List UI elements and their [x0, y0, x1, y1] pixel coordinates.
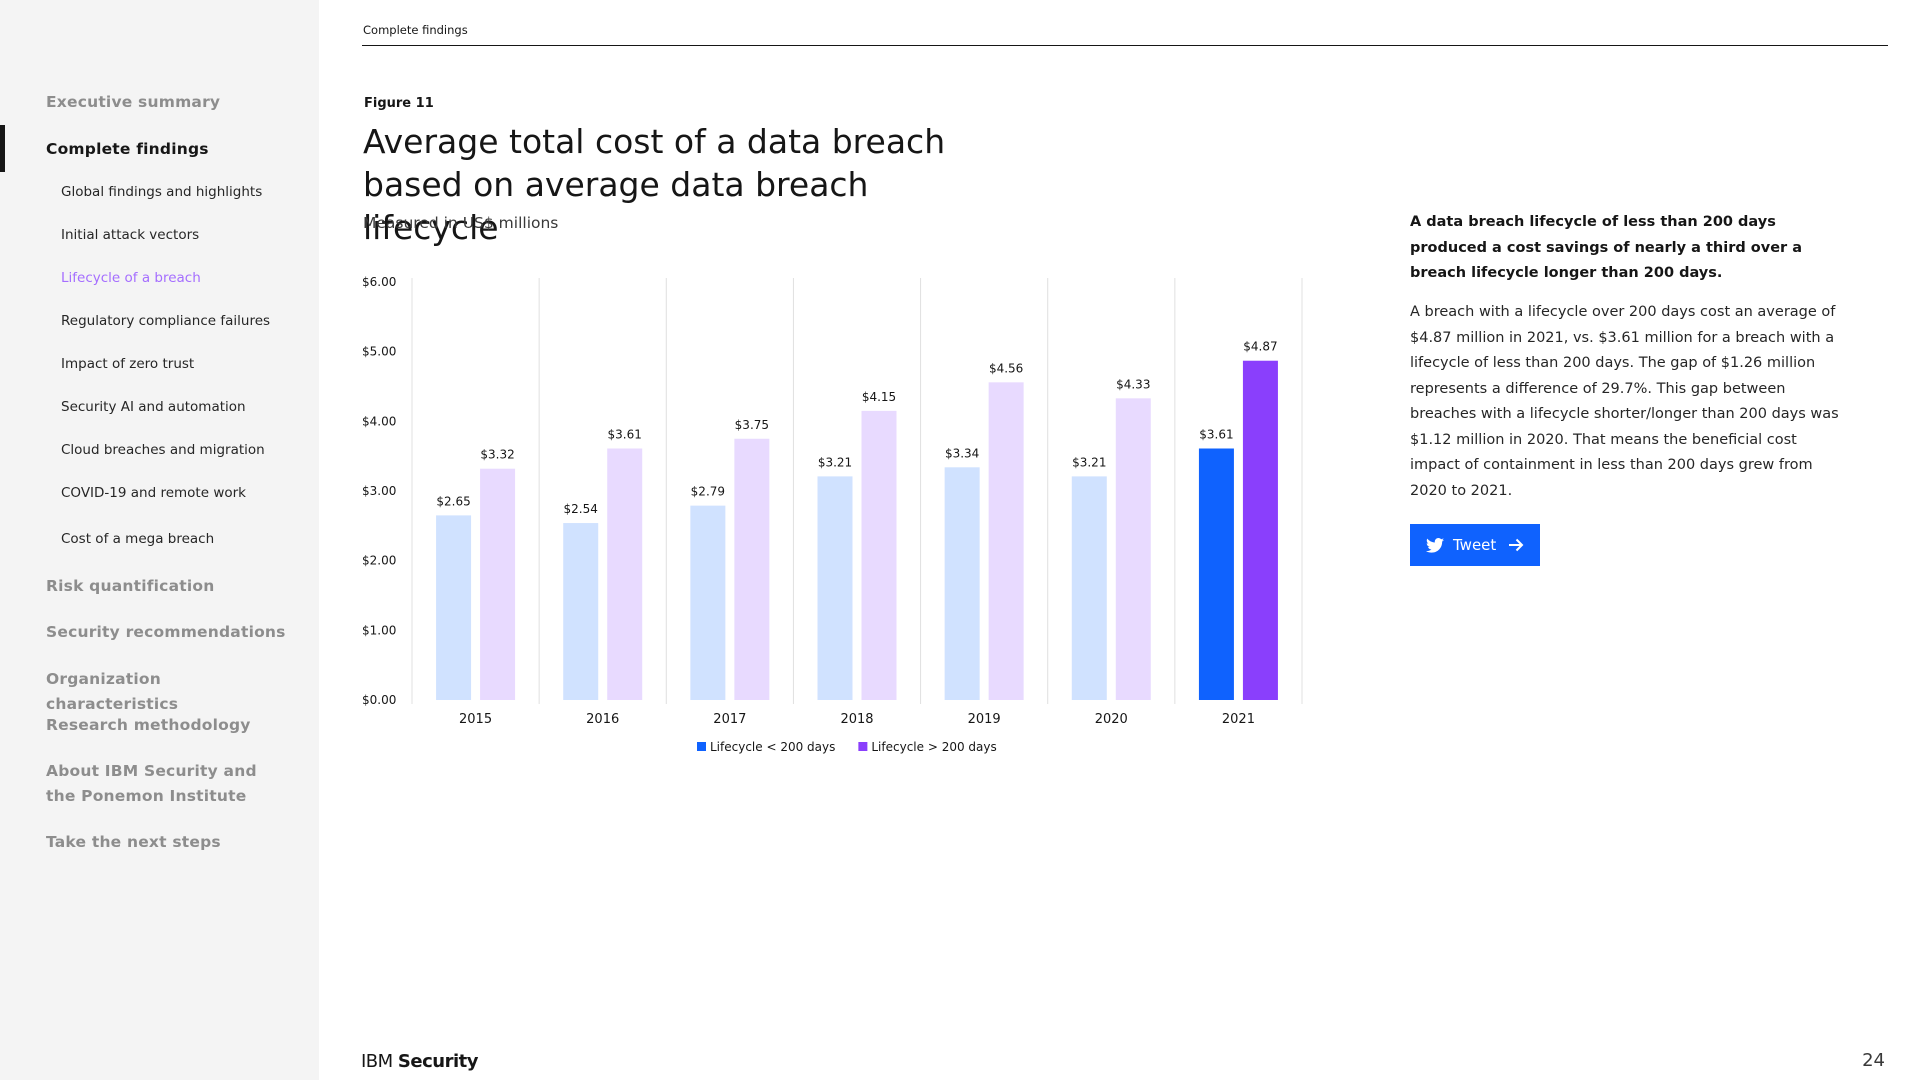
arrow-right-icon — [1509, 538, 1524, 552]
data-label: $3.21 — [818, 455, 852, 469]
bar — [1198, 448, 1234, 700]
y-tick-label: $6.00 — [362, 275, 396, 289]
nav-cloud-breaches[interactable]: Cloud breaches and migration — [61, 442, 265, 458]
y-tick-label: $2.00 — [362, 554, 396, 568]
section-label: Complete findings — [363, 23, 468, 37]
data-label: $3.61 — [1199, 428, 1233, 442]
bar — [436, 515, 472, 700]
nav-take-next-steps[interactable]: Take the next steps — [46, 833, 221, 851]
nav-about-ibm-security[interactable]: About IBM Security and the Ponemon Insti… — [46, 762, 257, 805]
data-label: $2.79 — [691, 485, 725, 499]
x-tick-label: 2020 — [1095, 712, 1128, 727]
x-tick-label: 2019 — [968, 712, 1001, 727]
nav-complete-findings[interactable]: Complete findings — [46, 140, 209, 158]
bar — [944, 467, 980, 700]
data-label: $3.61 — [608, 428, 642, 442]
x-tick-label: 2016 — [586, 712, 619, 727]
y-tick-label: $1.00 — [362, 623, 396, 637]
bar — [690, 505, 726, 700]
bar — [817, 476, 853, 700]
tweet-label: Tweet — [1453, 536, 1497, 554]
data-label: $4.15 — [862, 390, 896, 404]
bar — [480, 468, 516, 700]
figure-label: Figure 11 — [364, 96, 434, 111]
bar — [607, 448, 643, 700]
legend-swatch — [858, 742, 868, 751]
bar — [988, 382, 1024, 700]
bar — [861, 410, 897, 700]
bar — [734, 438, 770, 700]
x-tick-label: 2018 — [840, 712, 873, 727]
page-number: 24 — [1862, 1050, 1885, 1071]
nav-organization-characteristics[interactable]: Organization characteristics — [46, 670, 179, 713]
x-tick-label: 2021 — [1222, 712, 1255, 727]
bar — [1115, 398, 1151, 700]
data-label: $3.21 — [1072, 455, 1106, 469]
logo-brand: Security — [397, 1051, 479, 1072]
data-label: $2.54 — [564, 502, 598, 516]
y-tick-label: $0.00 — [362, 693, 396, 707]
data-label: $3.75 — [735, 418, 769, 432]
nav-global-findings[interactable]: Global findings and highlights — [61, 184, 263, 200]
y-tick-label: $3.00 — [362, 484, 396, 498]
nav-lifecycle-of-a-breach[interactable]: Lifecycle of a breach — [61, 270, 201, 286]
nav-mega-breach[interactable]: Cost of a mega breach — [61, 531, 215, 547]
legend-label: Lifecycle > 200 days — [871, 740, 996, 754]
callout-headline: A data breach lifecycle of less than 200… — [1410, 214, 1803, 281]
data-label: $4.33 — [1116, 377, 1150, 391]
tweet-button[interactable]: Tweet — [1410, 524, 1540, 566]
sidebar: Executive summary Complete findings Glob… — [0, 0, 319, 1080]
data-label: $3.32 — [480, 448, 514, 462]
data-label: $3.34 — [945, 446, 979, 460]
nav-regulatory-compliance[interactable]: Regulatory compliance failures — [61, 313, 271, 329]
x-tick-label: 2017 — [713, 712, 746, 727]
header-divider — [362, 45, 1888, 46]
y-tick-label: $4.00 — [362, 414, 396, 428]
chart-title: Average total cost of a data breach base… — [363, 122, 946, 247]
nav-security-recommendations[interactable]: Security recommendations — [46, 623, 286, 641]
nav-executive-summary[interactable]: Executive summary — [46, 93, 221, 111]
nav-security-ai[interactable]: Security AI and automation — [61, 399, 246, 415]
nav-impact-of-zero-trust[interactable]: Impact of zero trust — [61, 356, 195, 372]
nav-initial-attack-vectors[interactable]: Initial attack vectors — [61, 227, 200, 243]
data-label: $4.87 — [1243, 340, 1277, 354]
legend-swatch — [697, 742, 706, 751]
bar — [1071, 476, 1107, 700]
twitter-bird-icon — [1426, 537, 1444, 553]
chart-subtitle: Measured in US$ millions — [363, 214, 559, 232]
x-tick-label: 2015 — [459, 712, 492, 727]
logo-prefix: IBM — [361, 1051, 393, 1072]
callout-body: A breach with a lifecycle over 200 days … — [1410, 304, 1839, 499]
nav-covid-remote-work[interactable]: COVID-19 and remote work — [61, 485, 246, 501]
active-indicator — [0, 125, 5, 172]
legend-label: Lifecycle < 200 days — [710, 740, 835, 754]
bar — [563, 523, 599, 700]
data-label: $2.65 — [436, 494, 470, 508]
bar — [1242, 360, 1278, 700]
y-tick-label: $5.00 — [362, 345, 396, 359]
data-label: $4.56 — [989, 361, 1023, 375]
ibm-security-logo: IBM Security — [361, 1051, 478, 1072]
nav-risk-quantification[interactable]: Risk quantification — [46, 577, 215, 595]
nav-research-methodology[interactable]: Research methodology — [46, 716, 251, 734]
bar-chart: $0.00 $1.00 $2.00 $3.00 $4.00 $5.00 $6.00 $2.65… — [362, 275, 1303, 754]
